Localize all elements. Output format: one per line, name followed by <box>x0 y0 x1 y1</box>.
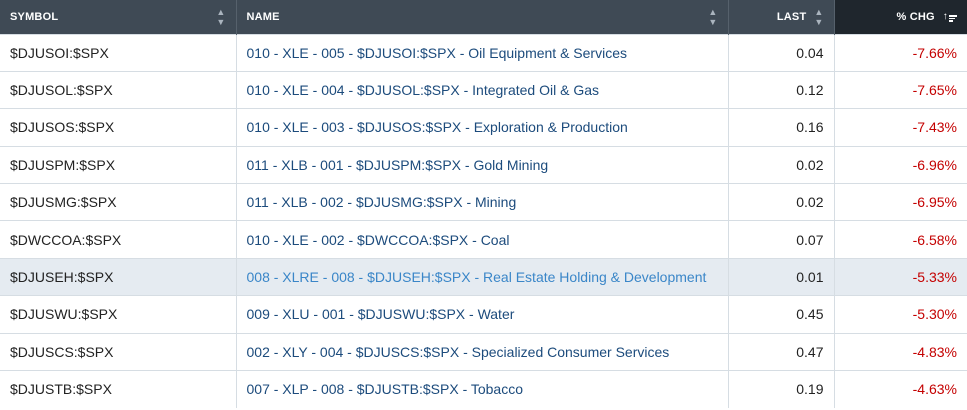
name-column-header[interactable]: NAME ▲ ▼ <box>236 0 729 34</box>
chg-column-header[interactable]: % CHG ↑ <box>834 0 967 34</box>
name-header-label: NAME <box>246 10 280 23</box>
symbol-column-header[interactable]: SYMBOL ▲ ▼ <box>0 0 237 34</box>
last-cell: 0.01 <box>728 257 835 296</box>
symbol-header-label: SYMBOL <box>10 10 59 23</box>
name-link[interactable]: 009 - XLU - 001 - $DJUSWU:$SPX - Water <box>236 295 729 334</box>
table-row[interactable]: $DJUSOI:$SPX 010 - XLE - 005 - $DJUSOI:$… <box>0 33 967 72</box>
last-cell: 0.19 <box>728 370 835 408</box>
pct-change-cell: -6.95% <box>834 183 967 221</box>
table-row[interactable]: $DJUSWU:$SPX 009 - XLU - 001 - $DJUSWU:$… <box>0 295 967 334</box>
last-cell: 0.02 <box>728 145 835 184</box>
table-row[interactable]: $DJUSMG:$SPX 011 - XLB - 002 - $DJUSMG:$… <box>0 183 967 221</box>
sort-toggle-icon[interactable]: ▲ ▼ <box>814 6 824 27</box>
sort-descending-icon[interactable]: ↑ <box>943 11 957 22</box>
pct-change-cell: -7.66% <box>834 33 967 72</box>
pct-change-cell: -7.43% <box>834 108 967 147</box>
symbol-cell: $DJUSTB:$SPX <box>0 370 237 408</box>
symbol-cell: $DJUSMG:$SPX <box>0 183 237 221</box>
chg-header-label: % CHG <box>896 10 935 23</box>
table-row[interactable]: $DJUSTB:$SPX 007 - XLP - 008 - $DJUSTB:$… <box>0 370 967 408</box>
last-cell: 0.47 <box>728 332 835 371</box>
sort-toggle-icon[interactable]: ▲ ▼ <box>708 6 718 27</box>
name-link[interactable]: 011 - XLB - 002 - $DJUSMG:$SPX - Mining <box>236 183 729 221</box>
pct-change-cell: -4.83% <box>834 332 967 371</box>
pct-change-cell: -7.65% <box>834 70 967 109</box>
table-row[interactable]: $DJUSCS:$SPX 002 - XLY - 004 - $DJUSCS:$… <box>0 332 967 371</box>
last-header-label: LAST <box>776 10 807 23</box>
last-cell: 0.02 <box>728 183 835 221</box>
header-row: SYMBOL ▲ ▼ NAME ▲ ▼ LAST ▲ ▼ % CHG <box>0 0 967 34</box>
symbol-cell: $DJUSOL:$SPX <box>0 70 237 109</box>
symbol-cell: $DJUSEH:$SPX <box>0 257 237 296</box>
last-cell: 0.16 <box>728 108 835 147</box>
symbol-cell: $DJUSPM:$SPX <box>0 145 237 184</box>
table-row[interactable]: $DJUSPM:$SPX 011 - XLB - 001 - $DJUSPM:$… <box>0 145 967 184</box>
symbol-cell: $DJUSOS:$SPX <box>0 108 237 147</box>
name-link[interactable]: 010 - XLE - 004 - $DJUSOL:$SPX - Integra… <box>236 70 729 109</box>
symbol-cell: $DJUSOI:$SPX <box>0 33 237 72</box>
name-link[interactable]: 007 - XLP - 008 - $DJUSTB:$SPX - Tobacco <box>236 370 729 408</box>
symbol-cell: $DJUSWU:$SPX <box>0 295 237 334</box>
name-link[interactable]: 010 - XLE - 003 - $DJUSOS:$SPX - Explora… <box>236 108 729 147</box>
last-cell: 0.04 <box>728 33 835 72</box>
last-cell: 0.12 <box>728 70 835 109</box>
name-link[interactable]: 010 - XLE - 005 - $DJUSOI:$SPX - Oil Equ… <box>236 33 729 72</box>
symbol-cell: $DJUSCS:$SPX <box>0 332 237 371</box>
name-link[interactable]: 008 - XLRE - 008 - $DJUSEH:$SPX - Real E… <box>236 257 729 296</box>
table-row[interactable]: $DWCCOA:$SPX 010 - XLE - 002 - $DWCCOA:$… <box>0 220 967 259</box>
name-link[interactable]: 010 - XLE - 002 - $DWCCOA:$SPX - Coal <box>236 220 729 259</box>
name-link[interactable]: 002 - XLY - 004 - $DJUSCS:$SPX - Special… <box>236 332 729 371</box>
name-link[interactable]: 011 - XLB - 001 - $DJUSPM:$SPX - Gold Mi… <box>236 145 729 184</box>
pct-change-cell: -4.63% <box>834 370 967 408</box>
last-cell: 0.45 <box>728 295 835 334</box>
table-row-highlighted[interactable]: $DJUSEH:$SPX 008 - XLRE - 008 - $DJUSEH:… <box>0 257 967 296</box>
table-row[interactable]: $DJUSOL:$SPX 010 - XLE - 004 - $DJUSOL:$… <box>0 70 967 109</box>
symbol-cell: $DWCCOA:$SPX <box>0 220 237 259</box>
last-cell: 0.07 <box>728 220 835 259</box>
pct-change-cell: -5.33% <box>834 257 967 296</box>
last-column-header[interactable]: LAST ▲ ▼ <box>728 0 835 34</box>
pct-change-cell: -6.96% <box>834 145 967 184</box>
pct-change-cell: -6.58% <box>834 220 967 259</box>
table-row[interactable]: $DJUSOS:$SPX 010 - XLE - 003 - $DJUSOS:$… <box>0 108 967 147</box>
sort-toggle-icon[interactable]: ▲ ▼ <box>216 6 226 27</box>
pct-change-cell: -5.30% <box>834 295 967 334</box>
